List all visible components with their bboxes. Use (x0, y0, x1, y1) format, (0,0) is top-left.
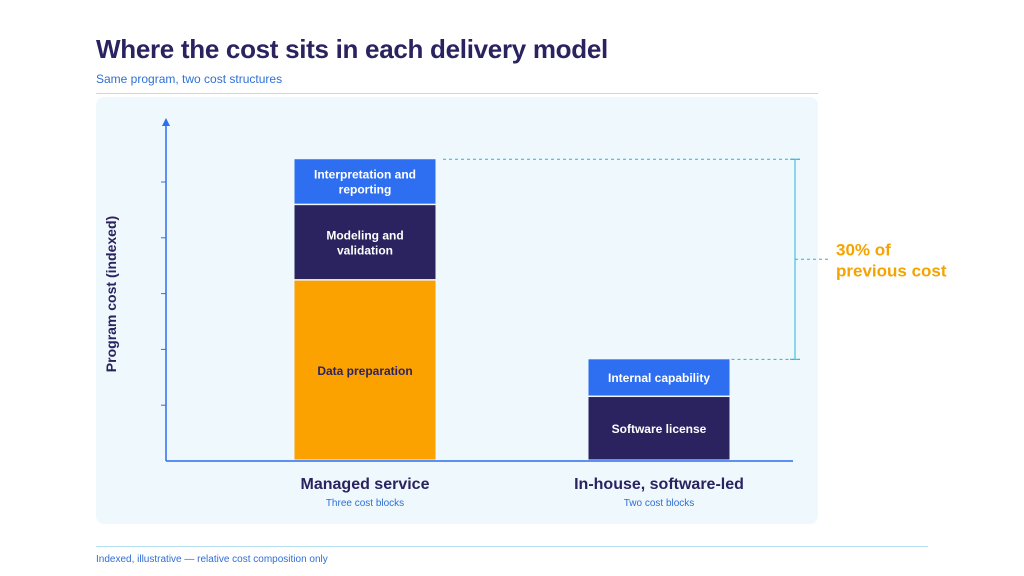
bar-segment-label: Data preparation (317, 364, 412, 378)
bar-segment-label: Modeling and validation (326, 228, 403, 257)
bar-segment (294, 280, 436, 460)
y-axis-label: Program cost (indexed) (103, 216, 119, 372)
top-divider (96, 93, 818, 94)
category-label: In-house, software-led (574, 476, 744, 493)
chart-axes: Program cost (indexed) (103, 118, 793, 462)
bar-segment-label: Internal capability (608, 371, 710, 385)
bar-segment-label: Software license (612, 422, 707, 436)
category-sublabel: Three cost blocks (326, 498, 404, 509)
bar-segment (294, 159, 436, 204)
page-title: Where the cost sits in each delivery mod… (96, 34, 608, 64)
category-label: Managed service (301, 476, 430, 493)
y-axis-arrow-icon (162, 118, 170, 126)
annotation-text: 30% of previous cost (836, 240, 947, 280)
chart-bars (294, 159, 730, 460)
bottom-divider (96, 546, 928, 547)
chart-annotation: 30% of previous cost (443, 158, 947, 360)
footnote: Indexed, illustrative — relative cost co… (96, 554, 328, 565)
category-sublabel: Two cost blocks (624, 498, 695, 509)
bar-segment (588, 397, 730, 460)
chart-labels: Data preparation Modeling and validation In… (301, 168, 744, 509)
bar-segment (588, 359, 730, 396)
bar-segment (294, 205, 436, 280)
bar-segment-label: Interpretation and reporting (314, 168, 416, 197)
page-subtitle: Same program, two cost structures (96, 72, 283, 86)
